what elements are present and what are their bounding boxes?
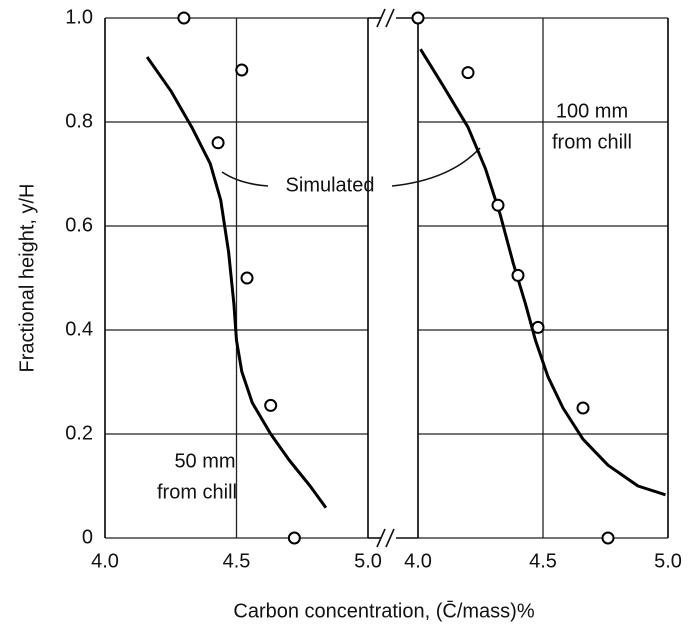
annotation: from chill bbox=[552, 131, 632, 153]
x-tick-label: 4.5 bbox=[223, 550, 251, 572]
annotation: 50 mm bbox=[174, 450, 235, 472]
annotation: Simulated bbox=[286, 174, 375, 196]
x-tick-label: 4.5 bbox=[529, 550, 557, 572]
x-tick-label: 4.0 bbox=[404, 550, 432, 572]
y-tick-label: 0.4 bbox=[65, 318, 93, 340]
y-tick-label: 0.6 bbox=[65, 214, 93, 236]
leader-lines bbox=[221, 147, 481, 187]
simulated-line bbox=[145, 56, 328, 509]
y-tick-label: 0.2 bbox=[65, 422, 93, 444]
y-tick-label: 1.0 bbox=[65, 6, 93, 28]
data-point bbox=[287, 531, 301, 545]
x-tick-label: 4.0 bbox=[91, 550, 119, 572]
simulated-line bbox=[419, 48, 666, 497]
x-tick-label: 5.0 bbox=[354, 550, 382, 572]
y-tick-label: 0.8 bbox=[65, 110, 93, 132]
data-point bbox=[235, 63, 249, 77]
data-point bbox=[491, 198, 505, 212]
data-point bbox=[264, 398, 278, 412]
axis-break bbox=[368, 8, 418, 548]
data-point bbox=[211, 136, 225, 150]
data-point bbox=[461, 66, 475, 80]
data-point bbox=[177, 11, 191, 25]
data-point bbox=[576, 401, 590, 415]
annotation: from chill bbox=[157, 481, 237, 503]
data-point bbox=[240, 271, 254, 285]
y-tick-label: 0 bbox=[82, 526, 93, 548]
annotation: 100 mm bbox=[556, 100, 628, 122]
data-point bbox=[531, 320, 545, 334]
y-axis-label: Fractional height, y/H bbox=[16, 184, 38, 373]
data-point bbox=[511, 268, 525, 282]
data-point bbox=[411, 11, 425, 25]
x-axis-label: Carbon concentration, (C̄/mass)% bbox=[233, 599, 534, 622]
data-point bbox=[601, 531, 615, 545]
x-tick-label: 5.0 bbox=[654, 550, 682, 572]
